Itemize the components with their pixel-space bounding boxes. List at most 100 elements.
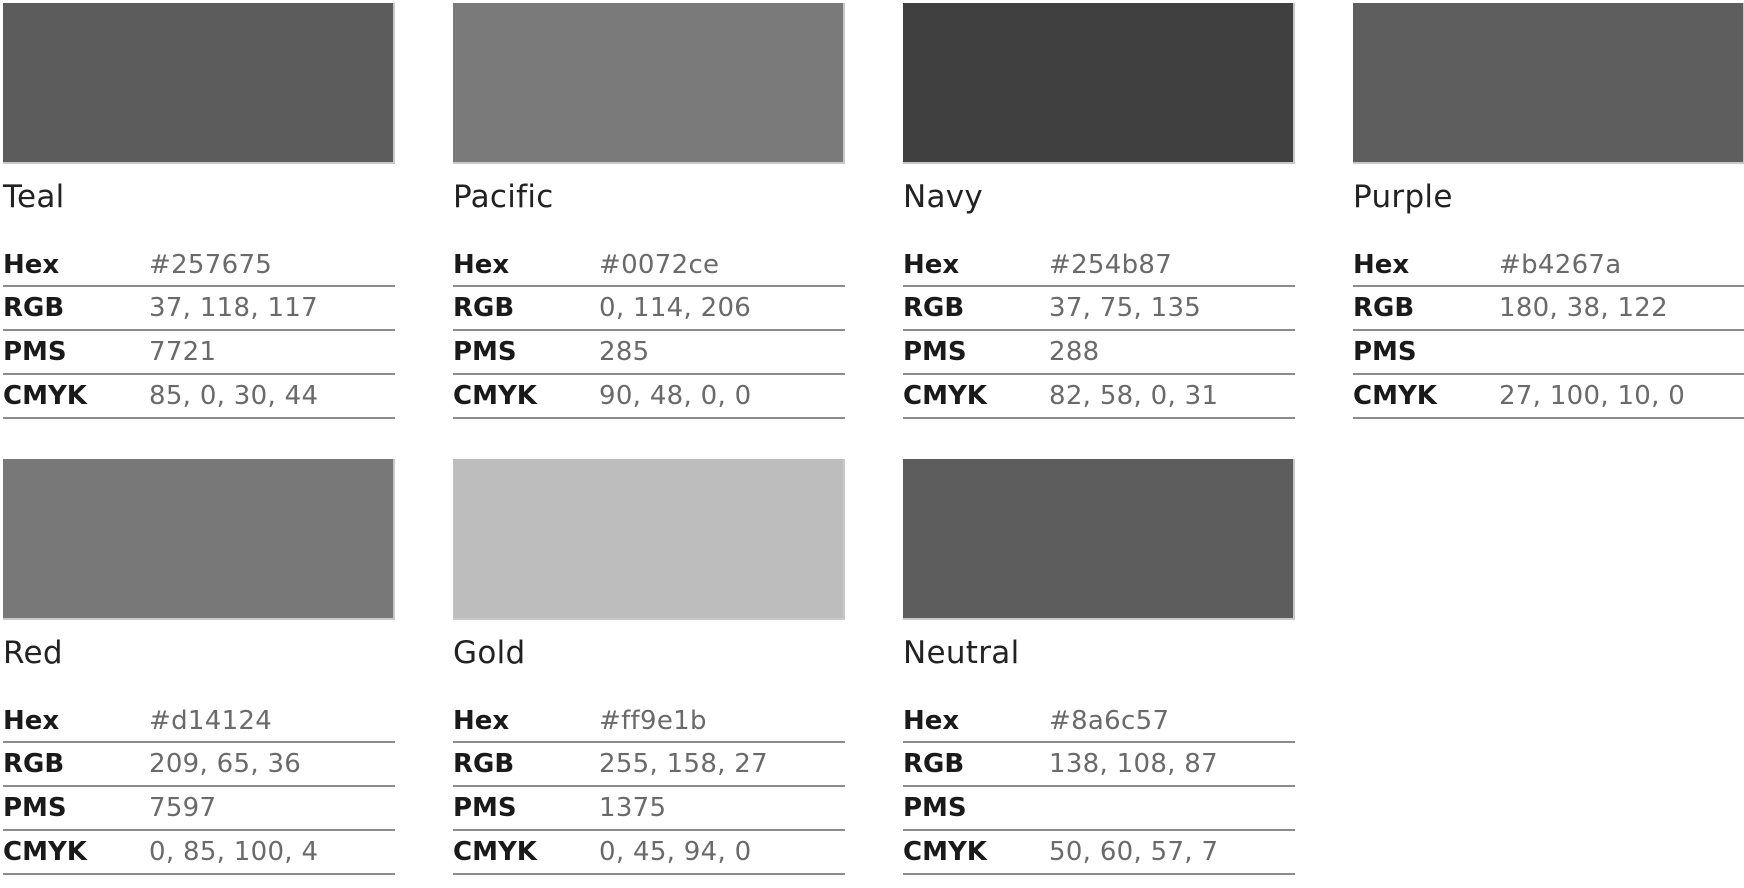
color-card-neutral: Neutral Hex #8a6c57 RGB 138, 108, 87 PMS CMYK 5… [903,459,1295,875]
spec-label: PMS [3,793,67,823]
spec-label: PMS [1353,337,1417,367]
spec-value: 37, 75, 135 [1049,293,1202,323]
spec-value: 288 [1049,337,1100,367]
spec-value: #254b87 [1049,250,1173,280]
spec-row-pms: PMS 7597 [3,787,395,831]
spec-value: 82, 58, 0, 31 [1049,381,1219,411]
spec-row-hex: Hex #257675 [3,245,395,287]
spec-label: CMYK [1353,381,1437,411]
spec-label: CMYK [453,837,537,867]
spec-table: Hex #0072ce RGB 0, 114, 206 PMS 285 CMYK 90, 48… [453,245,845,419]
spec-value: 0, 85, 100, 4 [149,837,319,867]
spec-label: Hex [3,706,60,736]
spec-value: 285 [599,337,650,367]
spec-label: Hex [903,706,960,736]
spec-label: PMS [453,793,517,823]
spec-label: RGB [903,749,965,779]
spec-table: Hex #257675 RGB 37, 118, 117 PMS 7721 CMYK 85, … [3,245,395,419]
color-swatch [453,3,845,164]
spec-value: 90, 48, 0, 0 [599,381,752,411]
color-card-teal: Teal Hex #257675 RGB 37, 118, 117 PMS 7721 CMYK… [3,3,395,419]
spec-row-pms: PMS [903,787,1295,831]
color-swatch [3,459,395,620]
spec-row-pms: PMS 285 [453,331,845,375]
color-name: Red [3,635,63,671]
spec-value: #0072ce [599,250,720,280]
spec-label: Hex [453,706,510,736]
spec-table: Hex #d14124 RGB 209, 65, 36 PMS 7597 CMYK 0, 85… [3,701,395,875]
spec-row-rgb: RGB 209, 65, 36 [3,743,395,787]
spec-row-cmyk: CMYK 27, 100, 10, 0 [1353,375,1744,419]
spec-label: RGB [453,293,515,323]
spec-row-cmyk: CMYK 85, 0, 30, 44 [3,375,395,419]
spec-value: 1375 [599,793,667,823]
spec-row-cmyk: CMYK 82, 58, 0, 31 [903,375,1295,419]
spec-value: 0, 45, 94, 0 [599,837,752,867]
spec-value: 255, 158, 27 [599,749,768,779]
spec-value: 7721 [149,337,217,367]
spec-label: CMYK [3,381,87,411]
color-card-pacific: Pacific Hex #0072ce RGB 0, 114, 206 PMS 285 CMY… [453,3,845,419]
spec-row-cmyk: CMYK 90, 48, 0, 0 [453,375,845,419]
spec-row-hex: Hex #8a6c57 [903,701,1295,743]
spec-value: 180, 38, 122 [1499,293,1668,323]
color-card-navy: Navy Hex #254b87 RGB 37, 75, 135 PMS 288 CMYK 82… [903,3,1295,419]
spec-label: Hex [3,250,60,280]
spec-label: Hex [903,250,960,280]
spec-label: PMS [453,337,517,367]
color-swatch [3,3,395,164]
spec-row-rgb: RGB 255, 158, 27 [453,743,845,787]
color-swatch [903,3,1295,164]
spec-value: #d14124 [149,706,273,736]
spec-value: #257675 [149,250,273,280]
spec-row-cmyk: CMYK 50, 60, 57, 7 [903,831,1295,875]
spec-value: 27, 100, 10, 0 [1499,381,1686,411]
spec-label: CMYK [903,381,987,411]
color-card-red: Red Hex #d14124 RGB 209, 65, 36 PMS 7597 CMYK 0,… [3,459,395,875]
color-name: Purple [1353,179,1453,215]
color-card-purple: Purple Hex #b4267a RGB 180, 38, 122 PMS CMYK 27… [1353,3,1744,419]
spec-table: Hex #254b87 RGB 37, 75, 135 PMS 288 CMYK 82, 58… [903,245,1295,419]
spec-row-rgb: RGB 37, 75, 135 [903,287,1295,331]
spec-row-pms: PMS 7721 [3,331,395,375]
spec-value: 50, 60, 57, 7 [1049,837,1219,867]
spec-table: Hex #ff9e1b RGB 255, 158, 27 PMS 1375 CMYK 0, 4… [453,701,845,875]
spec-label: RGB [3,749,65,779]
spec-row-hex: Hex #ff9e1b [453,701,845,743]
spec-row-cmyk: CMYK 0, 85, 100, 4 [3,831,395,875]
spec-row-hex: Hex #d14124 [3,701,395,743]
spec-row-hex: Hex #0072ce [453,245,845,287]
color-name: Pacific [453,179,554,215]
color-swatch [1353,3,1744,164]
spec-value: 85, 0, 30, 44 [149,381,319,411]
spec-row-pms: PMS 288 [903,331,1295,375]
spec-row-rgb: RGB 180, 38, 122 [1353,287,1744,331]
spec-row-pms: PMS 1375 [453,787,845,831]
spec-row-hex: Hex #254b87 [903,245,1295,287]
color-name: Neutral [903,635,1020,671]
color-name: Navy [903,179,984,215]
spec-value: #b4267a [1499,250,1622,280]
spec-table: Hex #8a6c57 RGB 138, 108, 87 PMS CMYK 50, 60, … [903,701,1295,875]
spec-table: Hex #b4267a RGB 180, 38, 122 PMS CMYK 27, 100,… [1353,245,1744,419]
spec-row-rgb: RGB 0, 114, 206 [453,287,845,331]
spec-row-rgb: RGB 37, 118, 117 [3,287,395,331]
spec-label: RGB [453,749,515,779]
spec-label: CMYK [3,837,87,867]
spec-row-hex: Hex #b4267a [1353,245,1744,287]
spec-value: #ff9e1b [599,706,707,736]
spec-row-cmyk: CMYK 0, 45, 94, 0 [453,831,845,875]
spec-label: RGB [1353,293,1415,323]
color-card-gold: Gold Hex #ff9e1b RGB 255, 158, 27 PMS 1375 CMYK… [453,459,845,875]
spec-row-rgb: RGB 138, 108, 87 [903,743,1295,787]
color-swatch [453,459,845,620]
spec-label: PMS [903,337,967,367]
spec-label: Hex [1353,250,1410,280]
spec-label: RGB [3,293,65,323]
color-swatch [903,459,1295,620]
spec-label: CMYK [453,381,537,411]
spec-label: CMYK [903,837,987,867]
spec-label: RGB [903,293,965,323]
spec-label: Hex [453,250,510,280]
spec-value: 37, 118, 117 [149,293,318,323]
